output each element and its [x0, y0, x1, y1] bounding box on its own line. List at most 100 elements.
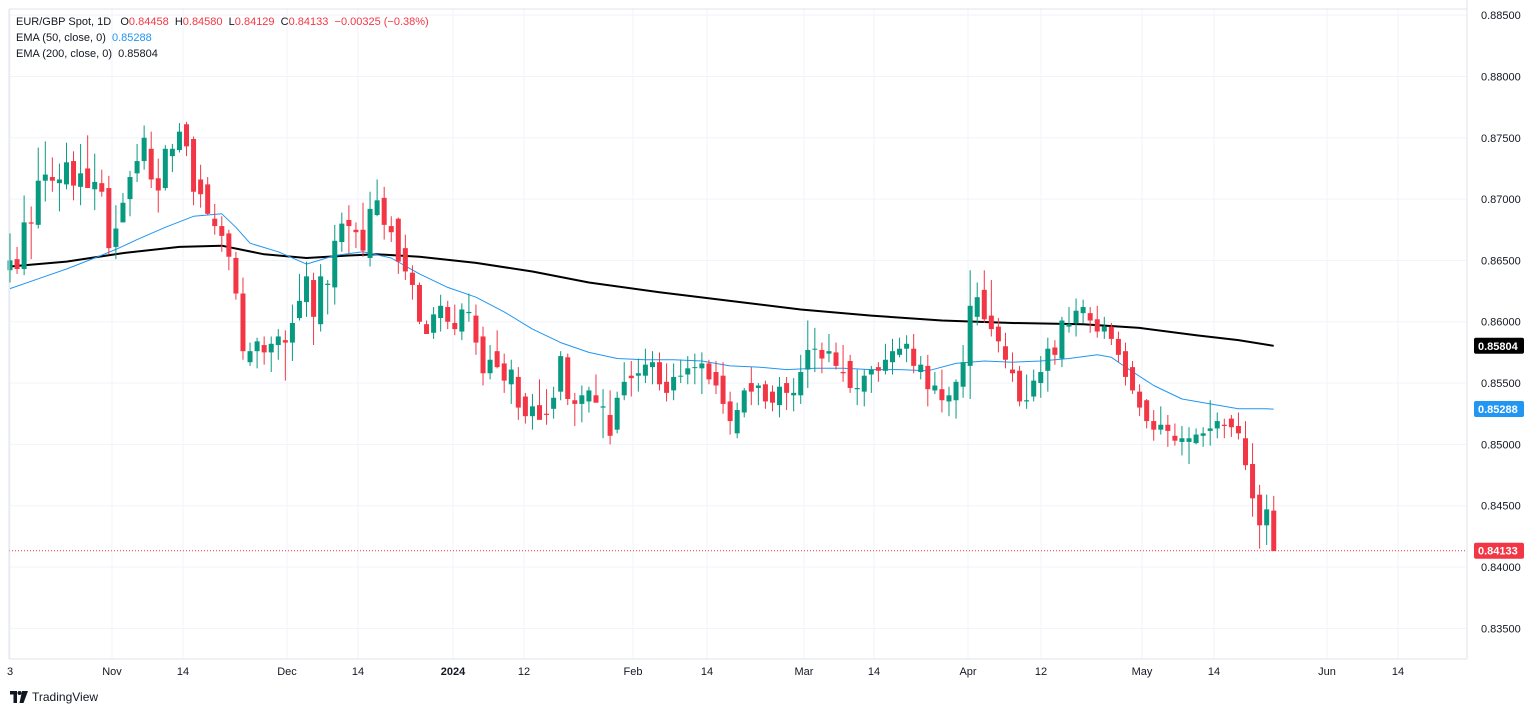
- candle: [1271, 495, 1277, 552]
- candle-body: [367, 208, 373, 258]
- candle-body: [289, 322, 295, 343]
- candle-body: [882, 359, 888, 371]
- y-tick-label: 0.84500: [1481, 501, 1521, 513]
- candle-body: [226, 233, 232, 257]
- candle: [657, 352, 663, 391]
- candle-body: [1235, 425, 1241, 434]
- candle: [508, 359, 514, 404]
- x-tick-label: Mar: [795, 666, 814, 678]
- legend-ema50-label: EMA (50, close, 0): [16, 32, 106, 44]
- candle: [1186, 427, 1192, 464]
- candle-body: [1214, 421, 1220, 429]
- candle: [1080, 299, 1086, 323]
- candle-body: [169, 148, 175, 157]
- candle-body: [445, 307, 451, 322]
- candle: [388, 216, 394, 243]
- price-label-bg: [1474, 542, 1524, 559]
- candle-body: [353, 229, 359, 233]
- candle-body: [748, 383, 754, 392]
- candle-body: [219, 226, 225, 236]
- candle-body: [777, 386, 783, 406]
- candle-body: [897, 348, 903, 355]
- candle: [713, 360, 719, 395]
- legend-ema200-value: 0.85804: [118, 48, 158, 60]
- candle-body: [904, 343, 910, 349]
- candle-body: [1010, 369, 1016, 374]
- candle-body: [1165, 424, 1171, 431]
- candle: [1137, 384, 1143, 417]
- candle: [925, 354, 931, 407]
- candle: [649, 351, 655, 385]
- candle: [1228, 414, 1234, 438]
- candle-body: [939, 389, 945, 401]
- candle-body: [162, 148, 168, 189]
- candle-body: [798, 372, 804, 396]
- candle: [409, 265, 415, 300]
- y-tick-label: 0.85500: [1481, 378, 1521, 390]
- x-tick-label: 3: [7, 666, 13, 678]
- candle: [812, 327, 818, 373]
- x-tick-label: 14: [1392, 666, 1404, 678]
- candle: [85, 135, 91, 189]
- candle: [318, 264, 324, 332]
- candle-body: [1250, 464, 1256, 499]
- candle: [642, 348, 648, 384]
- price-label-ema200: 0.85804: [1474, 337, 1524, 354]
- candle: [565, 353, 571, 406]
- x-axis-ticks: 3 Nov 14 Dec 14 2024 12 Feb 14 Mar 14 Apr 12 May 14 Jun…: [7, 666, 1404, 678]
- candle: [600, 389, 606, 439]
- candle-body: [621, 381, 627, 396]
- candle-body: [409, 272, 415, 285]
- candle-body: [42, 174, 48, 181]
- legend-symbol: EUR/GBP Spot, 1D: [16, 16, 112, 28]
- candle: [1045, 337, 1051, 392]
- candle: [607, 390, 613, 445]
- candle: [522, 392, 528, 424]
- candle-body: [282, 340, 288, 343]
- candle-body: [551, 397, 557, 409]
- price-label-ema50: 0.85288: [1474, 401, 1524, 418]
- candle: [734, 402, 740, 439]
- candle-body: [1108, 326, 1114, 339]
- candle: [727, 391, 733, 435]
- price-labels: 0.85804 0.85288 0.84133: [1474, 337, 1524, 559]
- candle-body: [734, 410, 740, 434]
- candle: [141, 125, 147, 170]
- candle-body: [1087, 313, 1093, 321]
- tradingview-logo-icon: [10, 691, 28, 703]
- candle: [226, 229, 232, 271]
- candle: [494, 330, 500, 369]
- candle-body: [424, 324, 430, 334]
- candle: [544, 389, 550, 425]
- candle-body: [1158, 424, 1164, 430]
- candle-body: [473, 315, 479, 343]
- candle: [92, 153, 98, 211]
- x-tick-label: 12: [1035, 666, 1047, 678]
- candle: [1002, 332, 1008, 369]
- candle: [1172, 423, 1178, 446]
- candle-body: [593, 395, 599, 403]
- candle: [473, 304, 479, 355]
- candle: [219, 216, 225, 252]
- candle-body: [607, 414, 613, 436]
- candle: [699, 352, 705, 395]
- candle-body: [911, 348, 917, 366]
- candle-body: [833, 352, 839, 366]
- candle-body: [1038, 372, 1044, 384]
- candle-body: [296, 300, 302, 319]
- tradingview-brand[interactable]: TradingView: [10, 690, 98, 704]
- x-tick-label: Dec: [277, 666, 297, 678]
- candle-body: [480, 336, 486, 374]
- candle: [579, 385, 585, 423]
- candle-body: [805, 349, 811, 370]
- candle: [106, 175, 112, 255]
- candle: [1122, 342, 1128, 386]
- candle-body: [1186, 438, 1192, 442]
- candle: [452, 304, 458, 336]
- candle-body: [395, 218, 401, 262]
- legend-o-label: O: [120, 16, 129, 28]
- candle-body: [861, 375, 867, 392]
- candle: [1066, 307, 1072, 333]
- candle: [777, 376, 783, 418]
